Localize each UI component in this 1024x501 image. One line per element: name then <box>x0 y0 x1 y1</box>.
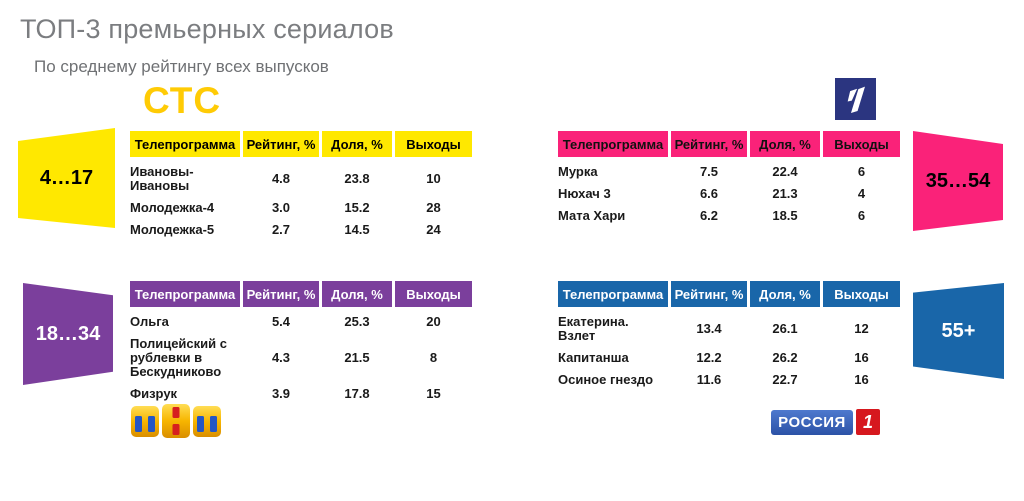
program-name-cell: Молодежка-4 <box>130 200 215 215</box>
rating-cell: 2.7 <box>271 222 291 237</box>
rating-cell: 11.6 <box>696 372 722 387</box>
column-header-share: Доля, % <box>322 131 392 157</box>
airings-cell: 15 <box>426 386 441 401</box>
share-cell: 26.2 <box>772 350 798 365</box>
share-cell: 25.3 <box>344 314 370 329</box>
share-cell: 17.8 <box>344 386 370 401</box>
share-cell: 22.4 <box>772 164 798 179</box>
rossiya-table: Телепрограмма Рейтинг, % Доля, % Выходы … <box>558 281 900 387</box>
column-header-program: Телепрограмма <box>558 131 668 157</box>
tnt-table: Телепрограмма Рейтинг, % Доля, % Выходы … <box>130 281 472 401</box>
column-header-rating: Рейтинг, % <box>671 281 747 307</box>
rating-cell: 3.0 <box>271 200 291 215</box>
share-cell: 15.2 <box>344 200 370 215</box>
channel-one-table: Телепрограмма Рейтинг, % Доля, % Выходы … <box>558 131 900 223</box>
rating-cell: 12.2 <box>696 350 722 365</box>
share-cell: 22.7 <box>772 372 798 387</box>
share-cell: 21.3 <box>772 186 798 201</box>
program-name-cell: Осиное гнездо <box>558 372 654 387</box>
program-name-cell: Капитанша <box>558 350 629 365</box>
column-header-program: Телепрограмма <box>130 131 240 157</box>
program-name-cell: Мурка <box>558 164 598 179</box>
column-header-airings: Выходы <box>395 281 472 307</box>
rossiya-logo-one-badge: 1 <box>856 409 880 435</box>
share-cell: 18.5 <box>772 208 798 223</box>
age-group-badge-18-34: 18…34 <box>23 283 113 385</box>
airings-cell: 6 <box>857 164 866 179</box>
rossiya-1-channel-logo: РОССИЯ 1 <box>771 409 880 435</box>
airings-cell: 16 <box>854 372 869 387</box>
rating-cell: 5.4 <box>271 314 291 329</box>
age-group-label: 4…17 <box>39 166 94 189</box>
channel-one-icon <box>847 86 865 114</box>
program-name-cell: Екатерина. Взлет <box>558 314 629 343</box>
airings-cell: 12 <box>854 321 869 336</box>
age-group-label: 55+ <box>941 319 976 342</box>
tnt-logo-icon <box>131 404 221 438</box>
rossiya-logo-wordmark: РОССИЯ <box>771 409 853 435</box>
column-header-share: Доля, % <box>322 281 392 307</box>
age-group-label: 18…34 <box>35 322 101 345</box>
airings-cell: 28 <box>426 200 441 215</box>
rating-cell: 4.8 <box>271 171 291 186</box>
page-title: ТОП-3 премьерных сериалов <box>20 14 394 44</box>
share-cell: 21.5 <box>344 350 370 365</box>
age-group-badge-4-17: 4…17 <box>18 128 115 228</box>
airings-cell: 20 <box>426 314 441 329</box>
rating-cell: 6.6 <box>699 186 719 201</box>
cts-table: Телепрограмма Рейтинг, % Доля, % Выходы … <box>130 131 472 237</box>
age-group-badge-55-plus: 55+ <box>913 283 1004 379</box>
program-name-cell: Ольга <box>130 314 169 329</box>
share-cell: 26.1 <box>772 321 798 336</box>
program-name-cell: Нюхач 3 <box>558 186 611 201</box>
airings-cell: 24 <box>426 222 441 237</box>
rating-cell: 3.9 <box>271 386 291 401</box>
program-name-cell: Физрук <box>130 386 178 401</box>
column-header-airings: Выходы <box>395 131 472 157</box>
share-cell: 14.5 <box>344 222 370 237</box>
airings-cell: 16 <box>854 350 869 365</box>
airings-cell: 10 <box>426 171 441 186</box>
airings-cell: 6 <box>857 208 866 223</box>
airings-cell: 4 <box>857 186 866 201</box>
page-subtitle: По среднему рейтингу всех выпусков <box>34 57 329 76</box>
column-header-share: Доля, % <box>750 131 820 157</box>
program-name-cell: Ивановы-Ивановы <box>130 164 194 193</box>
age-group-badge-35-54: 35…54 <box>913 131 1003 231</box>
airings-cell: 8 <box>429 350 438 365</box>
cts-channel-logo: СТС <box>143 80 222 121</box>
channel-one-logo <box>835 78 876 120</box>
share-cell: 23.8 <box>344 171 370 186</box>
program-name-cell: Мата Хари <box>558 208 626 223</box>
program-name-cell: Полицейский с рублевки в Бескудниково <box>130 336 227 379</box>
rating-cell: 13.4 <box>696 321 722 336</box>
column-header-rating: Рейтинг, % <box>243 131 319 157</box>
rating-cell: 7.5 <box>699 164 719 179</box>
column-header-rating: Рейтинг, % <box>243 281 319 307</box>
age-group-label: 35…54 <box>925 169 991 192</box>
rating-cell: 6.2 <box>699 208 719 223</box>
column-header-airings: Выходы <box>823 281 900 307</box>
rating-cell: 4.3 <box>271 350 291 365</box>
column-header-program: Телепрограмма <box>558 281 668 307</box>
tnt-channel-logo <box>130 402 222 440</box>
column-header-airings: Выходы <box>823 131 900 157</box>
column-header-rating: Рейтинг, % <box>671 131 747 157</box>
program-name-cell: Молодежка-5 <box>130 222 215 237</box>
column-header-share: Доля, % <box>750 281 820 307</box>
column-header-program: Телепрограмма <box>130 281 240 307</box>
